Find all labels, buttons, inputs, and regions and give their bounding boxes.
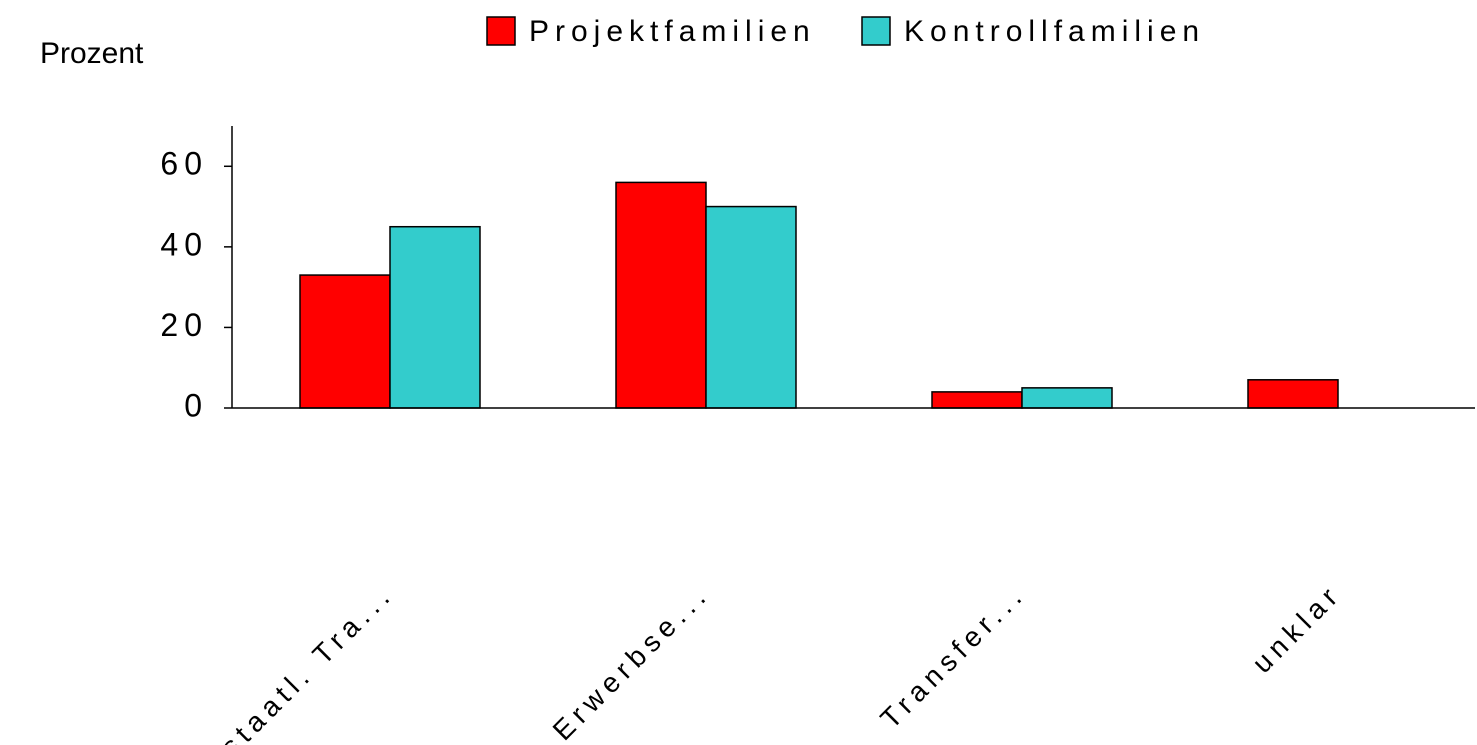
bar bbox=[931, 391, 1023, 409]
y-tick-label: 0 bbox=[184, 387, 208, 423]
legend-label: Kontrollfamilien bbox=[904, 15, 1205, 48]
bar bbox=[299, 274, 391, 409]
bar bbox=[615, 181, 707, 409]
legend-swatch bbox=[861, 16, 891, 46]
bar bbox=[1247, 379, 1339, 409]
legend-label: Projektfamilien bbox=[529, 15, 816, 48]
x-tick-label: Erwerbse... bbox=[547, 578, 716, 745]
y-tick-label: 40 bbox=[160, 226, 208, 262]
x-tick-label: unklar bbox=[1246, 578, 1347, 679]
y-tick-label: 60 bbox=[160, 146, 208, 182]
bar bbox=[1021, 387, 1113, 409]
bar bbox=[705, 205, 797, 409]
y-axis-label: Prozent bbox=[40, 37, 144, 70]
x-tick-label: Transfer... bbox=[874, 578, 1031, 735]
x-tick-label: staatl. Tra... bbox=[215, 578, 400, 745]
legend-swatch bbox=[486, 16, 516, 46]
bar bbox=[389, 225, 481, 409]
y-tick-label: 20 bbox=[160, 307, 208, 343]
